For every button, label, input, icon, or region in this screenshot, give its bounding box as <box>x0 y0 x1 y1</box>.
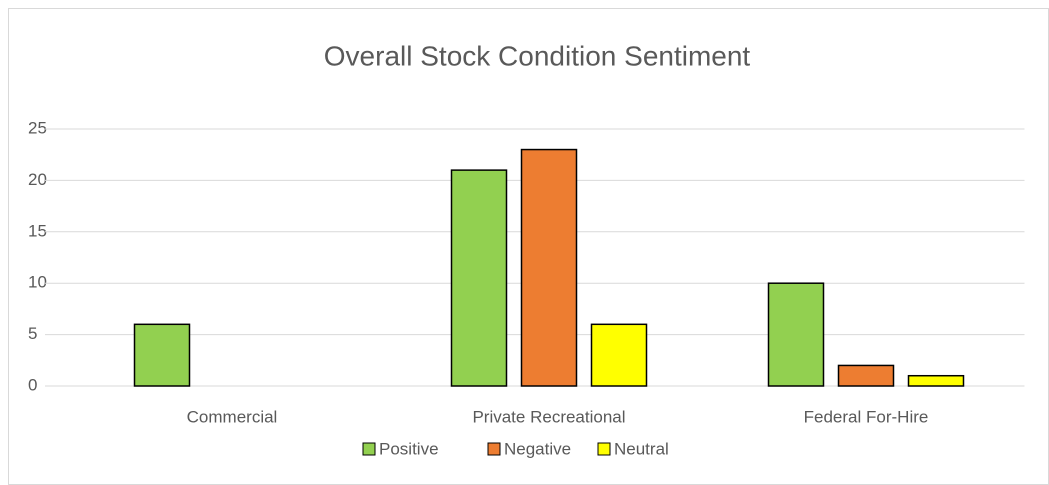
bar <box>520 148 578 387</box>
y-tick-label: 5 <box>28 324 37 343</box>
y-tick-label: 20 <box>28 170 47 189</box>
y-tick-label: 10 <box>28 273 47 292</box>
legend-label: Neutral <box>614 439 669 458</box>
bar <box>133 323 191 387</box>
bar <box>450 169 508 387</box>
bar <box>590 323 648 387</box>
bar <box>767 282 825 387</box>
x-tick-label: Commercial <box>187 407 278 426</box>
legend-label: Negative <box>504 439 571 458</box>
bar <box>837 364 895 387</box>
y-tick-label: 0 <box>28 375 37 394</box>
y-tick-label: 15 <box>28 221 47 240</box>
legend-swatch <box>487 442 501 456</box>
chart-title: Overall Stock Condition Sentiment <box>324 40 751 71</box>
bar <box>907 374 965 387</box>
legend-swatch <box>362 442 376 456</box>
legend-swatch <box>597 442 611 456</box>
legend-label: Positive <box>379 439 439 458</box>
x-tick-label: Federal For-Hire <box>804 407 929 426</box>
x-tick-label: Private Recreational <box>472 407 625 426</box>
y-tick-label: 25 <box>28 118 47 137</box>
